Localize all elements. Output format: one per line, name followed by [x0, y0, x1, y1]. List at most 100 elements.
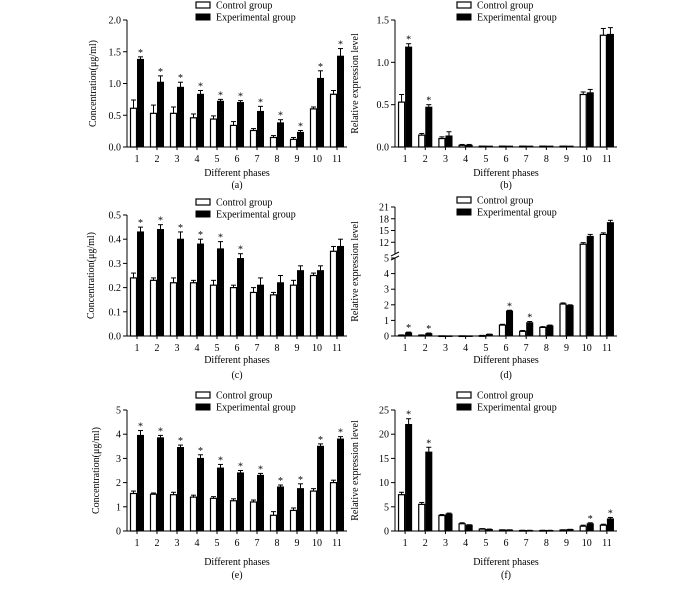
- experimental-bar: [465, 144, 473, 148]
- significance-star: *: [298, 121, 303, 132]
- experimental-bar: [425, 106, 433, 148]
- y-tick-label: 12: [379, 238, 389, 249]
- x-tick-label: 1: [135, 154, 140, 165]
- significance-star: *: [338, 428, 343, 439]
- significance-star: *: [278, 476, 283, 487]
- control-bar: [129, 277, 138, 337]
- x-tick-label: 9: [295, 343, 300, 354]
- control-bar: [329, 250, 338, 337]
- y-tick-label: 1.5: [109, 47, 122, 58]
- x-tick-label: 3: [443, 343, 448, 354]
- experimental-bar: [217, 467, 224, 532]
- experimental-bar: [257, 474, 264, 532]
- control-bar: [438, 335, 446, 338]
- x-tick-label: 1: [135, 343, 140, 354]
- experimental-bar: [257, 110, 264, 148]
- control-bar: [418, 134, 426, 148]
- x-tick-label: 3: [175, 154, 180, 165]
- chart-panel-c: 0.0 0.1 0.2 0.3 0.4 0.5 * 1 * 2 * 3 * 4 * 5 * 6 7 8 9 10 11 Dif…: [86, 198, 347, 381]
- legend-swatch-experimental: [456, 208, 472, 216]
- control-bar: [229, 500, 238, 532]
- experimental-bar: [606, 222, 614, 337]
- legend-swatch-experimental: [456, 13, 472, 21]
- significance-star: *: [158, 67, 163, 78]
- y-tick-label: 0.5: [109, 111, 122, 122]
- control-bar: [289, 284, 298, 337]
- control-bar: [189, 117, 198, 148]
- experimental-bar: [237, 258, 244, 337]
- legend-label-experimental: Experimental group: [477, 208, 557, 219]
- experimental-bar: [137, 58, 144, 148]
- control-bar: [438, 137, 446, 148]
- x-tick-label: 7: [255, 154, 260, 165]
- chart-panel-e: 0 1 2 3 4 5 * 1 * 2 * 3 * 4 * 5 * 6 * 7 * 8 * 9 * 10 * 11 Different …: [91, 391, 347, 581]
- experimental-bar: [297, 131, 304, 148]
- x-tick-label: 7: [255, 343, 260, 354]
- experimental-bar: [337, 245, 344, 337]
- significance-star: *: [178, 223, 183, 234]
- y-axis-label: Concentration(μg/ml): [88, 40, 99, 127]
- x-tick-label: 9: [564, 538, 569, 549]
- legend-label-control: Control group: [216, 198, 272, 209]
- y-tick-label: 1: [384, 316, 389, 327]
- y-axis-label: Relative expression level: [350, 221, 361, 322]
- experimental-bar: [546, 145, 554, 148]
- significance-star: *: [138, 48, 143, 59]
- x-axis-label: Different phases: [473, 557, 539, 568]
- panel-caption: (b): [500, 180, 512, 191]
- x-tick-label: 10: [582, 538, 592, 549]
- x-axis-label: Different phases: [473, 355, 539, 366]
- x-tick-label: 9: [564, 154, 569, 165]
- y-tick-label: 4: [384, 269, 389, 280]
- control-bar: [579, 243, 587, 337]
- control-bar: [229, 124, 238, 148]
- x-axis-label: Different phases: [473, 168, 539, 179]
- legend-swatch-control: [195, 391, 211, 399]
- experimental-bar: [157, 81, 164, 148]
- significance-star: *: [318, 435, 323, 446]
- panel-caption: (d): [500, 370, 512, 381]
- experimental-bar: [157, 437, 164, 532]
- y-tick-label: 21: [379, 203, 389, 214]
- experimental-bar: [465, 524, 473, 532]
- x-axis-label: Different phases: [204, 168, 270, 179]
- y-tick-label: 0.4: [109, 235, 122, 246]
- control-bar: [498, 324, 507, 337]
- control-bar: [539, 145, 547, 148]
- x-tick-label: 8: [275, 538, 280, 549]
- experimental-bar: [317, 77, 324, 148]
- x-tick-label: 8: [275, 343, 280, 354]
- y-tick-label: 0.0: [109, 332, 122, 343]
- panel-caption: (c): [231, 370, 242, 381]
- experimental-bar: [526, 322, 534, 337]
- chart-panel-f: 0 5 10 15 20 25 * 1 * 2 3 4 5 6 7 8 9 * 10 * 11 Different pha…: [350, 391, 617, 581]
- x-tick-label: 6: [235, 538, 240, 549]
- experimental-bar: [465, 335, 473, 337]
- significance-star: *: [218, 233, 223, 244]
- control-bar: [418, 503, 426, 532]
- x-tick-label: 6: [235, 154, 240, 165]
- x-tick-label: 1: [403, 154, 408, 165]
- y-tick-label: 0.5: [109, 211, 122, 222]
- experimental-bar: [237, 102, 244, 148]
- control-bar: [249, 501, 258, 532]
- x-tick-label: 10: [582, 343, 592, 354]
- control-bar: [329, 482, 338, 532]
- panel-caption: (e): [231, 570, 242, 581]
- significance-star: *: [426, 438, 431, 449]
- control-bar: [458, 335, 466, 338]
- y-tick-label: 0.3: [109, 259, 122, 270]
- legend-swatch-control: [456, 391, 472, 399]
- legend-label-experimental: Experimental group: [216, 403, 296, 414]
- experimental-bar: [277, 486, 284, 532]
- significance-star: *: [338, 40, 343, 51]
- control-bar: [169, 282, 178, 337]
- y-tick-label: 0.0: [109, 143, 122, 154]
- x-tick-label: 2: [423, 154, 428, 165]
- x-tick-label: 7: [524, 154, 529, 165]
- control-bar: [249, 291, 258, 337]
- x-tick-label: 5: [483, 343, 488, 354]
- control-bar: [397, 494, 406, 532]
- significance-star: *: [278, 111, 283, 122]
